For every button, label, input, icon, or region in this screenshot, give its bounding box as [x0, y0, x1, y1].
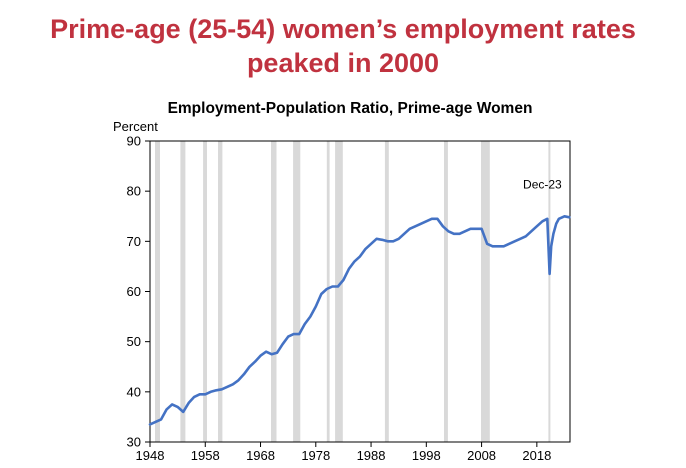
x-tick-label-1948: 1948 — [136, 448, 165, 463]
recession-band-5 — [271, 141, 277, 442]
y-tick-label-40: 40 — [127, 384, 141, 399]
y-tick-label-50: 50 — [127, 334, 141, 349]
y-tick-label-80: 80 — [127, 184, 141, 199]
recession-band-1 — [155, 141, 160, 442]
y-axis-unit-label: Percent — [113, 119, 158, 134]
recession-band-6 — [293, 141, 301, 442]
series-line-prime-age-women — [148, 215, 571, 426]
x-tick-label-2018: 2018 — [522, 448, 551, 463]
headline-line-2: peaked in 2000 — [246, 48, 440, 78]
headline-line-1: Prime-age (25-54) women’s employment rat… — [50, 14, 636, 44]
x-tick-label-2008: 2008 — [467, 448, 496, 463]
x-tick-label-1958: 1958 — [191, 448, 220, 463]
recession-band-9 — [384, 141, 389, 442]
x-tick-label-1968: 1968 — [246, 448, 275, 463]
y-tick-label-60: 60 — [127, 284, 141, 299]
recession-band-3 — [203, 141, 207, 442]
x-tick-label-1978: 1978 — [301, 448, 330, 463]
recession-band-10 — [444, 141, 448, 442]
recession-bands — [155, 141, 551, 442]
chart-title: Employment-Population Ratio, Prime-age W… — [168, 100, 533, 117]
plot-area-frame — [149, 140, 571, 443]
recession-band-8 — [335, 141, 343, 442]
recession-band-11 — [481, 141, 490, 442]
x-tick-label-1988: 1988 — [357, 448, 386, 463]
recession-band-12 — [548, 141, 551, 442]
x-axis: 1948 1958 1968 1978 1988 1998 2008 2018 — [136, 442, 551, 463]
y-tick-label-90: 90 — [127, 134, 141, 149]
recession-band-7 — [326, 141, 330, 442]
y-tick-label-30: 30 — [127, 435, 141, 450]
x-tick-label-1998: 1998 — [412, 448, 441, 463]
latest-date-annotation: Dec-23 — [523, 178, 562, 192]
recession-band-4 — [218, 141, 223, 442]
slide-headline: Prime-age (25-54) women’s employment rat… — [0, 12, 686, 80]
recession-band-2 — [180, 141, 186, 442]
y-tick-label-70: 70 — [127, 234, 141, 249]
y-axis: 30 40 50 60 70 80 90 — [127, 134, 150, 450]
